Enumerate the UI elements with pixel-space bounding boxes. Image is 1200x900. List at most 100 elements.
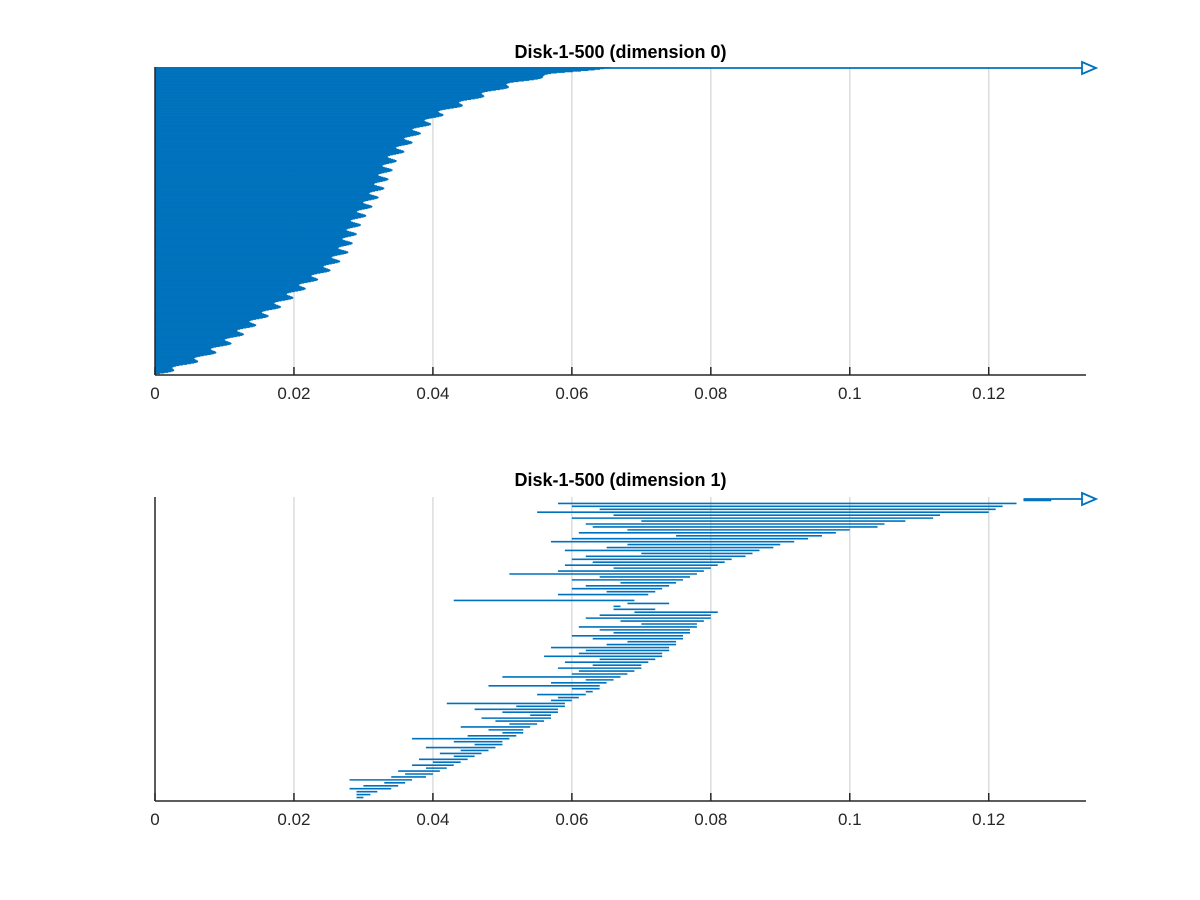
interval-bar (155, 87, 509, 89)
interval-bar (155, 193, 370, 195)
interval-bar (155, 184, 376, 186)
interval-bar (155, 178, 389, 180)
interval-bar (155, 354, 211, 356)
interval-bar (155, 323, 254, 325)
interval-bar (155, 75, 544, 77)
interval-bar (155, 322, 251, 323)
interval-bar (155, 135, 414, 137)
interval-bar (155, 299, 289, 301)
interval-bar (155, 298, 293, 299)
interval-bar (155, 326, 253, 328)
interval-bar (155, 324, 257, 326)
interval-bar (155, 81, 514, 83)
x-axis: 0 0.02 0.04 0.06 0.08 0.1 0.12 (150, 497, 1086, 829)
interval-bar (155, 140, 409, 142)
interval-bar (155, 208, 368, 210)
interval-bar (155, 246, 340, 248)
interval-bar (155, 161, 395, 163)
interval-bar (155, 157, 390, 159)
interval-bar (155, 341, 230, 343)
interval-bar (155, 192, 371, 194)
interval-bar (155, 333, 244, 335)
interval-bar (155, 313, 265, 315)
interval-bar (155, 317, 263, 319)
x-tick-label: 0.06 (555, 810, 588, 829)
interval-bar (155, 144, 405, 146)
interval-bar (155, 310, 264, 312)
interval-bar (155, 187, 384, 189)
interval-bar (155, 235, 352, 237)
interval-bar (155, 128, 413, 130)
interval-bar (155, 329, 239, 331)
interval-bar (155, 163, 389, 165)
interval-bar (155, 245, 347, 246)
interval-bar (155, 370, 174, 372)
interval-bar (155, 214, 366, 216)
interval-bar (155, 358, 195, 360)
x-tick-label: 0 (150, 384, 159, 403)
interval-bar (155, 259, 337, 261)
interval-bar (155, 275, 312, 277)
interval-bar (155, 348, 211, 350)
interval-bar (155, 116, 440, 118)
interval-bar (155, 268, 329, 270)
interval-bar (155, 195, 377, 197)
interval-bar (155, 352, 216, 354)
interval-bar (155, 71, 573, 73)
interval-bar (155, 365, 177, 367)
interval-bar (155, 111, 439, 113)
interval-bar (155, 200, 369, 202)
interval-bar (155, 171, 388, 173)
interval-bar (155, 120, 425, 122)
interval-bar (155, 217, 361, 219)
interval-bar (155, 169, 393, 171)
interval-bar (155, 234, 356, 236)
interval-bar (155, 306, 282, 308)
interval-bar (155, 151, 405, 153)
interval-bar (155, 320, 250, 322)
interval-bar (155, 126, 424, 128)
interval-bar (155, 261, 341, 263)
interval-bar (155, 159, 396, 161)
interval-bar (155, 174, 379, 176)
interval-bar (155, 327, 247, 329)
interval-bar (155, 90, 492, 92)
interval-bar (155, 357, 195, 359)
interval-bar (155, 95, 485, 97)
interval-bar (155, 127, 417, 129)
interval-bar (155, 203, 367, 205)
interval-bar (155, 131, 417, 133)
interval-bar (155, 325, 255, 327)
interval-bar (155, 73, 552, 75)
interval-bar (155, 344, 227, 346)
interval-bar (155, 304, 278, 306)
interval-bar (155, 209, 362, 211)
interval-bar (155, 92, 482, 94)
interval-bar (155, 146, 397, 148)
interval-bar (155, 312, 263, 314)
interval-bar (155, 132, 421, 134)
interval-bar (155, 336, 237, 338)
interval-bar (155, 297, 294, 299)
interval-bar (155, 261, 340, 263)
interval-bar (155, 249, 344, 251)
interval-bar (155, 153, 396, 155)
interval-bar (155, 260, 340, 262)
interval-bar (155, 299, 286, 301)
interval-bar (155, 239, 344, 241)
x-tick-label: 0.12 (972, 384, 1005, 403)
interval-bar (155, 331, 240, 333)
interval-bar (155, 321, 250, 323)
interval-bar (155, 222, 356, 224)
interval-bar (155, 309, 269, 311)
interval-bar (155, 96, 484, 98)
interval-bar (155, 272, 321, 274)
interval-bar (155, 130, 415, 132)
interval-bar (155, 283, 300, 285)
interval-bar (155, 304, 277, 306)
interval-bar (155, 99, 471, 100)
interval-bar (155, 241, 352, 243)
interval-bar (155, 134, 417, 136)
interval-bar (155, 172, 385, 174)
interval-bar (155, 156, 388, 158)
